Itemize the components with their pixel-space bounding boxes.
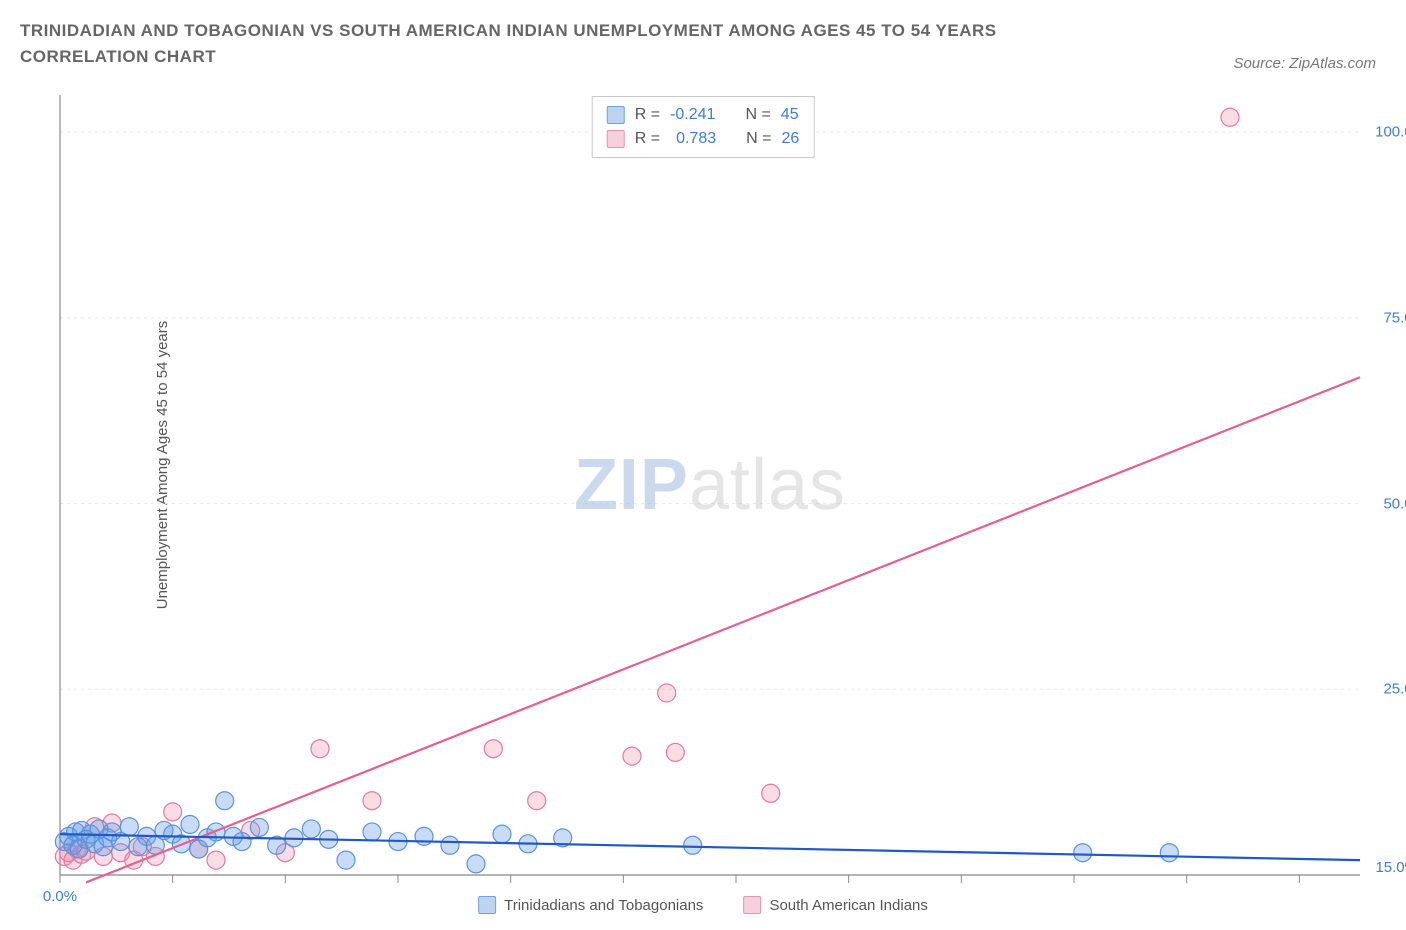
y-tick-label: 75.0% [1383, 309, 1406, 326]
y-tick-label: 50.0% [1383, 495, 1406, 512]
r-value-series2: 0.783 [676, 127, 716, 151]
y-tick-label: 100.0% [1375, 124, 1406, 141]
legend-label-series2: South American Indians [769, 897, 927, 914]
r-value-series1: -0.241 [670, 103, 715, 127]
x-tick-min: 0.0% [43, 888, 77, 905]
legend-label-series1: Trinidadians and Tobagonians [504, 897, 703, 914]
source-attribution: Source: ZipAtlas.com [1233, 55, 1376, 72]
x-tick-max: 15.0% [1375, 859, 1406, 876]
stats-row-series1: R = -0.241 N = 45 [607, 103, 800, 127]
legend-item-series1: Trinidadians and Tobagonians [478, 896, 703, 914]
legend-item-series2: South American Indians [743, 896, 927, 914]
n-value-series1: 45 [781, 103, 799, 127]
n-value-series2: 26 [781, 127, 799, 151]
correlation-stats-box: R = -0.241 N = 45 R = 0.783 N = 26 [592, 96, 815, 158]
swatch-series2-icon [743, 896, 761, 914]
r-label: R = [635, 103, 660, 127]
legend: Trinidadians and Tobagonians South Ameri… [478, 896, 928, 914]
scatter-chart: ZIPatlas 25.0%50.0%75.0%100.0% 0.0% 15.0… [60, 95, 1360, 875]
y-tick-label: 25.0% [1383, 681, 1406, 698]
n-label: N = [746, 127, 771, 151]
n-label: N = [745, 103, 770, 127]
swatch-series1-icon [478, 896, 496, 914]
r-label: R = [635, 127, 660, 151]
chart-title: TRINIDADIAN AND TOBAGONIAN VS SOUTH AMER… [20, 18, 1120, 69]
swatch-series2 [607, 130, 625, 148]
stats-row-series2: R = 0.783 N = 26 [607, 127, 800, 151]
swatch-series1 [607, 106, 625, 124]
